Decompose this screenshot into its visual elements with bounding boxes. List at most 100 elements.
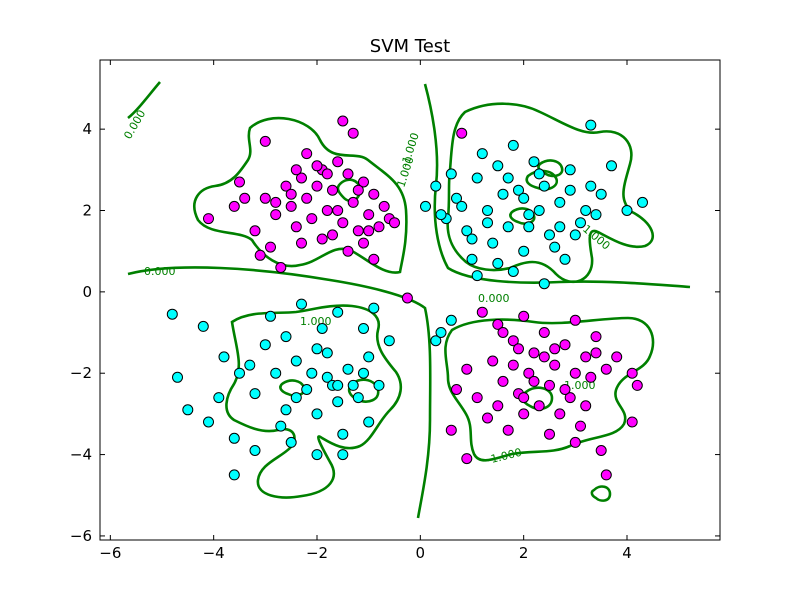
data-point (538, 180, 550, 192)
data-point (590, 209, 602, 221)
data-point (285, 188, 297, 200)
data-point (301, 192, 313, 204)
data-point (533, 400, 545, 412)
data-point (337, 449, 349, 461)
data-point (306, 367, 318, 379)
data-point (249, 445, 261, 456)
data-point (316, 323, 328, 334)
data-point (600, 363, 612, 375)
data-point (342, 363, 354, 375)
data-point (249, 388, 261, 400)
data-point (259, 192, 271, 204)
data-point (311, 408, 323, 420)
data-point (497, 188, 509, 200)
data-point (502, 172, 514, 184)
data-point (358, 176, 369, 188)
data-point (507, 335, 519, 347)
data-point (244, 359, 256, 371)
data-point (544, 229, 555, 241)
chart-title: SVM Test (370, 36, 450, 57)
data-point (172, 371, 183, 383)
data-point (363, 351, 375, 363)
data-point (270, 209, 282, 221)
data-point (337, 217, 349, 229)
data-point (445, 168, 457, 180)
y-tick-label: 2 (82, 202, 92, 220)
data-point (311, 449, 323, 461)
data-point (471, 270, 483, 282)
data-point (631, 379, 643, 391)
data-point (564, 164, 576, 176)
data-point (580, 205, 592, 216)
data-point (347, 196, 359, 208)
data-point (564, 184, 576, 196)
data-point (280, 404, 292, 416)
data-point (502, 221, 514, 233)
data-point (213, 392, 225, 404)
data-point (347, 379, 359, 391)
data-point (430, 180, 442, 192)
data-point (301, 148, 313, 160)
x-tick-label: −2 (306, 544, 328, 562)
data-point (492, 400, 504, 412)
data-point (275, 262, 287, 273)
data-point (513, 184, 524, 196)
data-point (471, 392, 483, 404)
data-point (502, 424, 514, 436)
data-point (239, 192, 251, 204)
data-point (580, 400, 592, 412)
data-point (259, 339, 271, 351)
data-point (280, 331, 292, 343)
data-point (476, 148, 488, 160)
data-point (228, 432, 240, 444)
data-point (368, 302, 380, 314)
data-point (203, 416, 214, 428)
data-point (580, 351, 592, 363)
data-point (523, 367, 535, 379)
data-point (306, 213, 318, 225)
data-point (290, 164, 302, 176)
data-point (497, 375, 509, 387)
contour-line (525, 169, 559, 191)
data-point (590, 331, 602, 343)
y-tick-label: −6 (70, 527, 92, 545)
data-point (182, 404, 194, 416)
contour-line (444, 316, 655, 462)
data-point (166, 308, 178, 320)
data-point (559, 339, 571, 351)
data-point (595, 445, 607, 456)
data-point (363, 225, 375, 237)
x-tick-label: 2 (519, 544, 529, 562)
data-point (352, 392, 364, 404)
data-point (518, 392, 530, 404)
data-point (538, 351, 550, 363)
data-point (492, 318, 504, 330)
data-point (518, 192, 530, 204)
data-point (482, 412, 493, 424)
data-point (254, 249, 266, 261)
data-point (358, 323, 369, 334)
data-point (301, 384, 313, 395)
data-point (554, 408, 566, 420)
data-point (492, 160, 504, 172)
data-point (569, 367, 581, 379)
data-point (285, 200, 297, 212)
data-point (461, 363, 473, 375)
scatter-points (166, 115, 648, 481)
data-point (290, 355, 302, 367)
contour-label: 0.000 (144, 265, 176, 278)
data-point (626, 416, 638, 428)
data-point (518, 310, 530, 322)
data-point (389, 217, 400, 229)
data-point (507, 359, 519, 371)
data-point (383, 335, 395, 347)
data-point (378, 200, 390, 212)
data-point (564, 392, 576, 404)
data-point (538, 327, 550, 338)
data-point (290, 392, 302, 404)
data-point (311, 343, 323, 355)
data-point (554, 196, 566, 208)
data-point (549, 241, 561, 253)
data-point (466, 233, 478, 245)
data-point (544, 428, 555, 440)
